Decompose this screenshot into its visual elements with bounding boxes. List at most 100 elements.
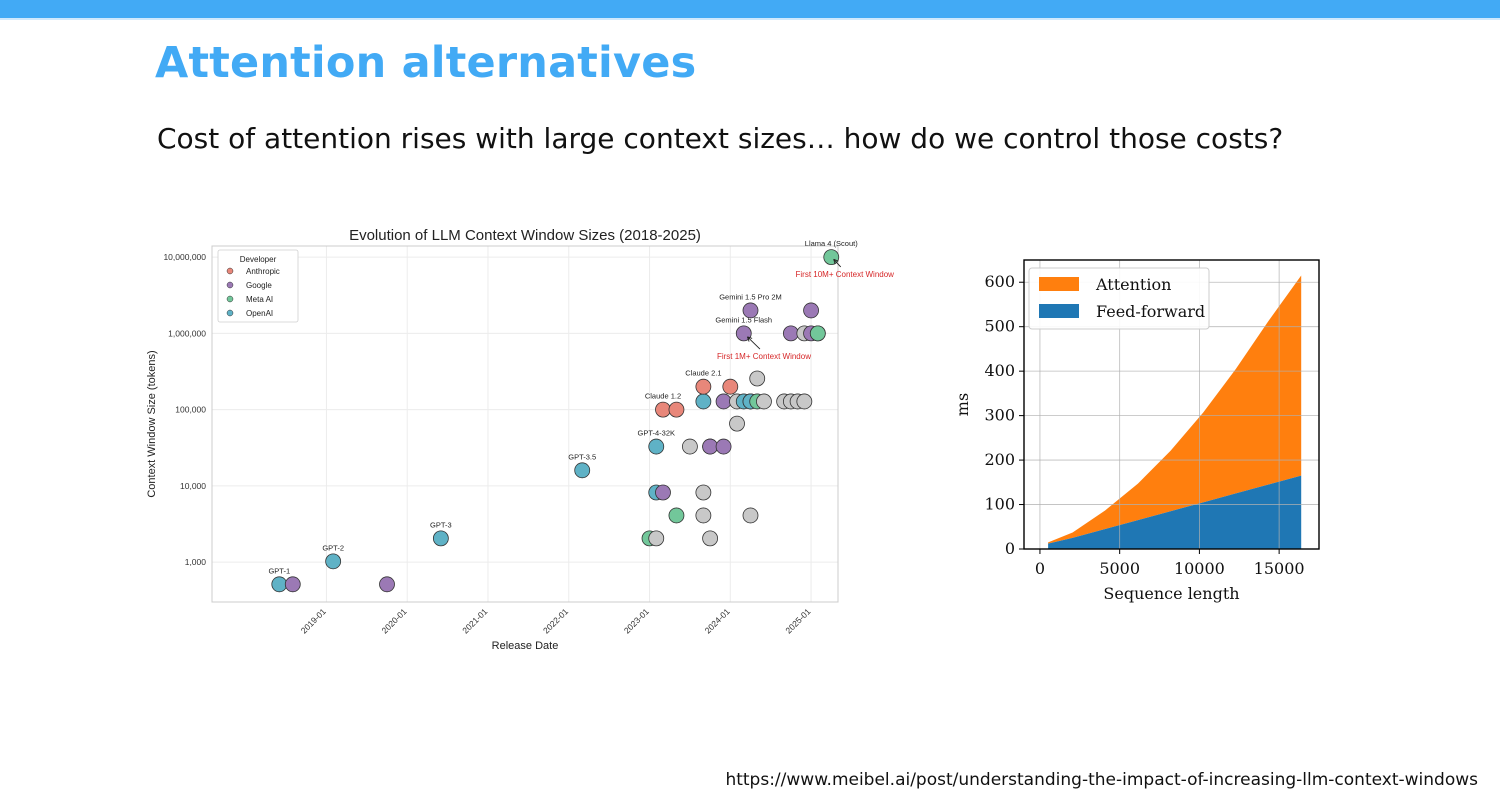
- x-tick-label: 0: [1035, 559, 1045, 578]
- x-tick-label: 2022-01: [541, 606, 570, 635]
- top-accent-line: [0, 18, 1500, 20]
- plot-frame: [211, 245, 839, 603]
- x-tick-label: 15000: [1254, 559, 1305, 578]
- x-tick-label: 10000: [1174, 559, 1225, 578]
- data-point: [655, 484, 671, 501]
- data-point: [715, 438, 732, 455]
- y-tick-label: 1,000,000: [168, 328, 206, 338]
- legend-marker: [226, 281, 234, 289]
- y-tick-label: 10,000,000: [163, 252, 206, 262]
- data-point: [742, 302, 759, 319]
- point-label: Claude 2.1: [685, 369, 721, 378]
- data-point: [749, 370, 766, 387]
- data-point: [655, 401, 671, 418]
- y-tick-label: 200: [984, 450, 1015, 469]
- data-point: [702, 438, 719, 455]
- annotation-text: First 10M+ Context Window: [795, 270, 894, 279]
- legend-label: OpenAI: [246, 309, 273, 318]
- x-axis-label: Release Date: [492, 640, 559, 652]
- top-accent-bar: [0, 0, 1500, 18]
- legend-swatch: [1039, 304, 1079, 318]
- legend-label: Meta AI: [246, 295, 273, 304]
- attention-cost-area-chart: 0 5000 10000 15000 0 100 200 300 400 500 600 Sequen…: [953, 259, 1320, 603]
- data-point: [796, 393, 813, 410]
- y-tick-label: 500: [984, 317, 1015, 336]
- y-tick-label: 100: [984, 495, 1015, 514]
- annotation-arrow: [833, 258, 842, 268]
- data-point: [379, 576, 395, 593]
- data-point: [722, 378, 739, 395]
- data-point: [715, 393, 732, 410]
- data-point: [574, 462, 591, 479]
- point-label: Llama 4 (Scout): [805, 239, 858, 248]
- y-tick-label: 600: [984, 272, 1015, 291]
- slide-title: Attention alternatives: [155, 38, 697, 88]
- x-tick-label: 2020-01: [379, 606, 408, 635]
- point-label: Gemini 1.5 Pro 2M: [719, 292, 782, 301]
- feed-forward-area: [1048, 475, 1302, 549]
- data-point: [695, 393, 712, 410]
- data-point: [668, 401, 685, 418]
- data-point: [695, 484, 712, 501]
- data-point: [271, 576, 288, 593]
- plot-frame: [1023, 259, 1320, 550]
- data-point: [432, 530, 449, 547]
- x-axis-label: Sequence length: [1103, 584, 1239, 603]
- legend-marker: [226, 267, 234, 275]
- annotation-arrowhead: [746, 336, 753, 342]
- data-point: [803, 302, 819, 319]
- point-label: Gemini 1.5 Flash: [715, 315, 772, 324]
- data-point: [682, 438, 698, 455]
- y-tick-label: 10,000: [180, 481, 206, 491]
- data-point: [742, 507, 759, 524]
- annotation-arrowhead: [833, 258, 839, 265]
- data-point: [756, 393, 772, 410]
- legend-label: Attention: [1095, 275, 1171, 294]
- x-tick-label: 2023-01: [622, 606, 651, 635]
- x-tick-label: 5000: [1099, 559, 1140, 578]
- data-point: [325, 553, 342, 570]
- data-point: [729, 415, 745, 432]
- legend-label: Anthropic: [246, 267, 280, 276]
- data-point: [648, 438, 665, 455]
- point-label: GPT-3.5: [568, 452, 596, 461]
- legend: Developer Anthropic Google Meta AI OpenAI: [217, 249, 299, 323]
- x-tick-label: 2021-01: [460, 606, 489, 635]
- annotation-text: First 1M+ Context Window: [717, 352, 811, 361]
- data-point: [702, 530, 719, 547]
- legend-swatch: [1039, 277, 1079, 291]
- data-point: [809, 325, 826, 342]
- data-point: [648, 530, 665, 547]
- legend-label: Feed-forward: [1096, 302, 1205, 321]
- legend-title: Developer: [240, 255, 277, 264]
- data-point: [284, 576, 301, 593]
- data-point: [695, 378, 712, 395]
- y-axis-label: Context Window Size (tokens): [146, 350, 158, 497]
- x-tick-label: 2025-01: [783, 606, 812, 635]
- data-point: [668, 507, 685, 524]
- point-label: GPT-2: [322, 543, 344, 552]
- slide-subtitle: Cost of attention rises with large conte…: [157, 122, 1284, 155]
- attention-area: [1048, 275, 1302, 544]
- legend-marker: [226, 295, 234, 303]
- annotation-arrow: [747, 336, 761, 350]
- legend-marker: [226, 309, 234, 317]
- point-label: GPT-3: [430, 520, 452, 529]
- y-axis-label: ms: [953, 393, 972, 416]
- y-tick-label: 0: [1005, 539, 1015, 558]
- point-label: GPT-1: [268, 566, 290, 575]
- data-point: [782, 325, 799, 342]
- point-label: Claude 1.2: [645, 392, 681, 401]
- y-tick-label: 400: [984, 361, 1015, 380]
- x-tick-label: 2024-01: [703, 606, 732, 635]
- chart-title: Evolution of LLM Context Window Sizes (2…: [349, 227, 701, 244]
- legend-label: Google: [246, 281, 272, 290]
- context-window-scatter-chart: Evolution of LLM Context Window Sizes (2…: [146, 227, 894, 652]
- y-tick-label: 100,000: [175, 405, 206, 415]
- legend-box: [217, 249, 299, 323]
- data-point: [695, 507, 712, 524]
- legend: Attention Feed-forward: [1028, 267, 1210, 330]
- y-tick-label: 1,000: [185, 557, 207, 567]
- x-tick-label: 2019-01: [299, 606, 328, 635]
- source-link[interactable]: https://www.meibel.ai/post/understanding…: [725, 770, 1478, 790]
